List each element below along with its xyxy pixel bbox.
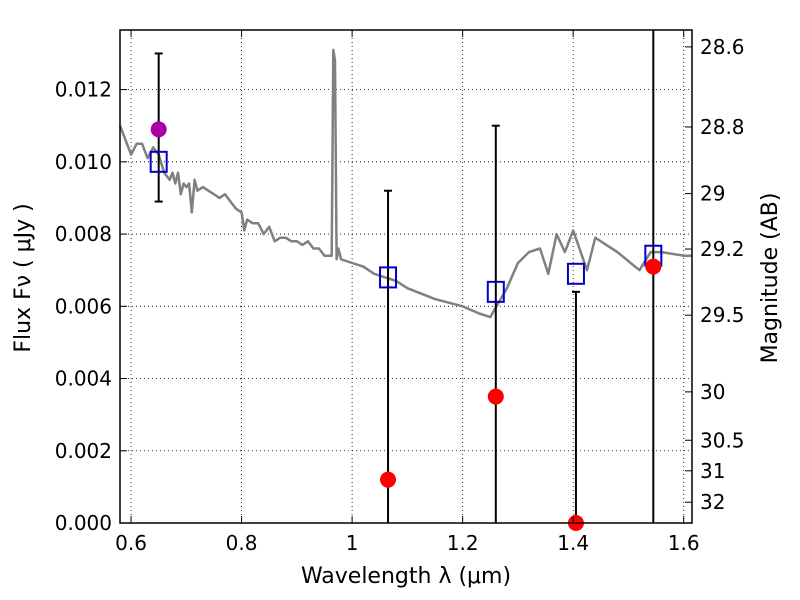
magnitude-tick-label: 29.5 bbox=[700, 303, 745, 327]
x-tick-label: 1 bbox=[346, 531, 359, 555]
magnitude-tick-label: 28.8 bbox=[700, 115, 745, 139]
observed-flux-point bbox=[380, 471, 397, 488]
observed-flux-point bbox=[487, 388, 504, 405]
y-tick-label: 0.012 bbox=[55, 78, 112, 102]
y-axis-ticks: 0.000 0.002 0.004 0.006 0.008 0.010 0.012 bbox=[55, 78, 127, 535]
observed-points bbox=[150, 121, 662, 531]
magnitude-tick-label: 30.5 bbox=[700, 428, 745, 452]
y-tick-label: 0.010 bbox=[55, 150, 112, 174]
x-axis-ticks: 0.6 0.8 1 1.2 1.4 1.6 bbox=[115, 30, 700, 555]
x-tick-label: 0.8 bbox=[226, 531, 258, 555]
x-tick-label: 1.2 bbox=[447, 531, 479, 555]
x-tick-label: 1.4 bbox=[557, 531, 589, 555]
magnitude-tick-label: 30 bbox=[700, 380, 725, 404]
y-tick-label: 0.006 bbox=[55, 294, 112, 318]
model-photometry-square bbox=[566, 262, 585, 285]
error-bars bbox=[154, 30, 655, 523]
observed-flux-point bbox=[645, 258, 662, 275]
x-tick-label: 1.6 bbox=[668, 531, 700, 555]
x-axis-label: Wavelength λ (μm) bbox=[301, 564, 511, 589]
model-photometry-points bbox=[149, 150, 663, 303]
grid-lines bbox=[120, 30, 692, 524]
model-spectrum bbox=[118, 48, 692, 319]
model-photometry-square bbox=[486, 280, 505, 303]
magnitude-tick-label: 32 bbox=[700, 490, 725, 514]
model-photometry-square bbox=[379, 266, 398, 289]
magnitude-tick-label: 29 bbox=[700, 182, 725, 206]
observed-flux-point bbox=[150, 121, 167, 138]
magnitude-axis-ticks: 28.6 28.8 29 29.2 29.5 30 30.5 31 32 bbox=[685, 35, 745, 514]
magnitude-tick-label: 29.2 bbox=[700, 237, 745, 261]
y-tick-label: 0.002 bbox=[55, 439, 112, 463]
model-spectrum-line bbox=[118, 48, 692, 319]
magnitude-tick-label: 28.6 bbox=[700, 35, 745, 59]
y-tick-label: 0.008 bbox=[55, 222, 112, 246]
right-axis-label: Magnitude (AB) bbox=[758, 193, 783, 364]
x-tick-label: 0.6 bbox=[115, 531, 147, 555]
plot-frame bbox=[119, 29, 693, 524]
magnitude-tick-label: 31 bbox=[700, 459, 725, 483]
y-tick-label: 0.000 bbox=[55, 511, 112, 535]
y-axis-label: Flux Fν ( μJy ) bbox=[11, 203, 36, 352]
model-photometry-square bbox=[149, 150, 168, 173]
y-tick-label: 0.004 bbox=[55, 367, 112, 391]
